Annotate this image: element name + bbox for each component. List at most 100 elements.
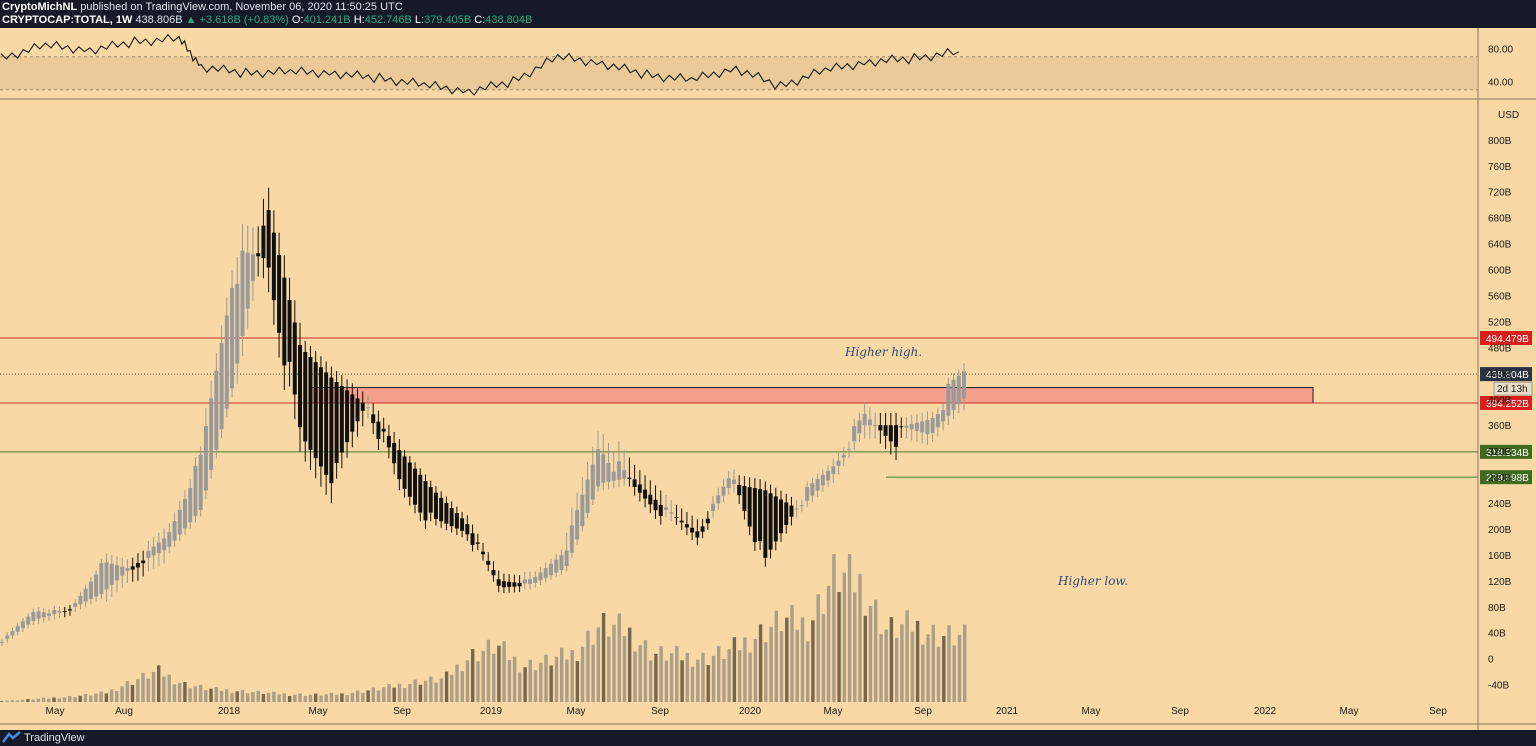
- x-tick-label: May: [1340, 706, 1359, 717]
- volume-bar: [345, 695, 349, 702]
- volume-bar: [361, 693, 365, 702]
- candle-body: [67, 609, 72, 611]
- volume-bar: [837, 592, 841, 702]
- x-tick-label: Aug: [115, 706, 133, 717]
- candle-body: [277, 255, 282, 333]
- candle-body: [475, 542, 480, 544]
- candle-body: [245, 252, 250, 309]
- tradingview-brand[interactable]: TradingView: [24, 732, 85, 744]
- volume-bar: [800, 617, 805, 702]
- candle-body: [397, 450, 402, 480]
- candle-body: [590, 464, 595, 500]
- candle-body: [857, 420, 862, 434]
- high-label: H:: [353, 14, 365, 26]
- candle-body: [481, 551, 485, 555]
- low-value: 379.405B: [424, 14, 472, 26]
- candle-body: [141, 560, 146, 564]
- candle-body: [392, 443, 397, 464]
- y-tick-label: 440B: [1488, 369, 1512, 380]
- candle-body: [737, 485, 742, 496]
- volume-bar: [633, 651, 637, 702]
- candle-body: [663, 507, 668, 510]
- x-tick-label: May: [1082, 706, 1101, 717]
- candle-body: [454, 513, 459, 529]
- volume-bar: [115, 691, 119, 702]
- annotation-higher-high: Higher high.: [844, 345, 922, 359]
- y-tick-label: 680B: [1488, 214, 1512, 225]
- volume-bar: [696, 659, 700, 702]
- candle-body: [700, 526, 705, 532]
- candle-body: [935, 414, 940, 428]
- author-name[interactable]: CryptoMichNL: [2, 1, 78, 13]
- volume-bar: [512, 656, 517, 702]
- candle-body: [512, 582, 517, 587]
- candle-body: [779, 499, 784, 534]
- y-tick-label: 0: [1488, 655, 1494, 666]
- volume-bar: [340, 693, 344, 702]
- candle-body: [747, 487, 752, 527]
- candle-body: [627, 477, 632, 479]
- volume-bar: [5, 700, 9, 702]
- candle-body: [731, 479, 736, 485]
- x-tick-label: Sep: [651, 706, 669, 717]
- horizontal-levels[interactable]: 494.479B 438.804B 2d 13h 394.252B 318.934B 27…: [0, 331, 1533, 485]
- candle-body: [287, 300, 292, 362]
- candle-body: [381, 428, 386, 432]
- candle-body: [711, 503, 716, 512]
- volume-bar: [20, 699, 25, 702]
- candle-body: [878, 425, 883, 431]
- candle-body: [240, 250, 245, 337]
- volume-bar: [565, 659, 569, 702]
- candle-body: [538, 572, 543, 581]
- candle-body: [862, 414, 867, 426]
- volume-bar: [926, 634, 930, 702]
- volume-bar: [52, 697, 56, 702]
- candle-body: [580, 494, 585, 527]
- candle-body: [920, 421, 925, 433]
- candle-body: [203, 426, 208, 491]
- level-tag: [1480, 444, 1532, 459]
- resistance-zone: [308, 387, 1314, 404]
- candle-body: [198, 454, 203, 510]
- volume-bar: [533, 670, 538, 702]
- candle-body: [15, 626, 20, 632]
- volume-bar: [601, 613, 606, 702]
- level-tag: [1480, 367, 1532, 382]
- candle-body: [899, 426, 904, 428]
- candle-body: [73, 603, 78, 607]
- y-tick-label: 280B: [1488, 473, 1512, 484]
- rsi-pane[interactable]: 80.00 40.00: [0, 33, 1513, 96]
- volume-bar: [622, 636, 627, 702]
- volume-bar: [193, 686, 197, 702]
- volume-bar: [832, 554, 836, 702]
- candle-body: [695, 531, 700, 538]
- volume-bar: [821, 614, 826, 702]
- volume-bar: [669, 653, 674, 702]
- symbol-label[interactable]: CRYPTOCAP:TOTAL, 1W: [2, 14, 133, 26]
- candle-body: [318, 367, 323, 467]
- candle-body: [292, 322, 297, 395]
- candle-body: [752, 488, 757, 543]
- volume-bar: [73, 697, 77, 702]
- candle-body: [768, 493, 773, 550]
- candle-body: [648, 494, 653, 505]
- volume-bar: [738, 650, 742, 702]
- axes: 800B 760B 720B 680B 640B 600B 560B 520B 480B 440B…: [46, 110, 1520, 717]
- chart-canvas[interactable]: 80.00 40.00 494.479B 438.804B 2d 13h 394.252…: [0, 28, 1536, 730]
- candle-body: [799, 505, 804, 507]
- volume-bar: [617, 613, 621, 702]
- volume-bar: [774, 610, 778, 702]
- candle-body: [329, 377, 334, 484]
- x-tick-label: May: [46, 706, 65, 717]
- volume-bar: [434, 682, 438, 702]
- volume-bar: [439, 678, 443, 702]
- candle-body: [224, 315, 229, 409]
- publish-line: CryptoMichNL published on TradingView.co…: [2, 1, 403, 13]
- candle-body: [313, 362, 318, 459]
- candle-body: [324, 372, 329, 475]
- candle-body: [873, 424, 878, 426]
- volume-bar: [429, 676, 433, 702]
- candle-body: [501, 581, 506, 588]
- volume-bar: [554, 656, 559, 702]
- volume-bar: [806, 641, 810, 702]
